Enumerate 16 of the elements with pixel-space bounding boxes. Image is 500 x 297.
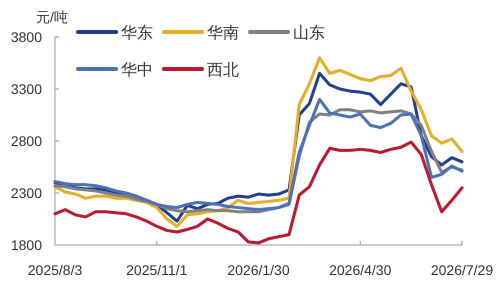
- legend-label: 华南: [207, 24, 239, 42]
- x-tick-label: 2025/8/3: [28, 262, 82, 278]
- y-axis-title: 元/吨: [36, 9, 68, 25]
- x-tick-label: 2026/7/29: [430, 262, 494, 278]
- y-tick-label: 2300: [10, 185, 42, 201]
- y-tick-label: 1800: [10, 237, 42, 253]
- legend-label: 山东: [293, 24, 325, 42]
- legend-label: 华东: [121, 24, 153, 42]
- x-tick-label: 2026/1/30: [227, 262, 290, 278]
- x-tick-label: 2025/11/1: [126, 262, 188, 278]
- y-tick-label: 3300: [10, 81, 42, 97]
- legend-label: 华中: [121, 61, 153, 79]
- legend-label: 西北: [207, 61, 239, 79]
- y-tick-label: 3800: [10, 29, 42, 45]
- x-tick-label: 2026/4/30: [329, 262, 392, 278]
- y-tick-label: 2800: [10, 133, 42, 149]
